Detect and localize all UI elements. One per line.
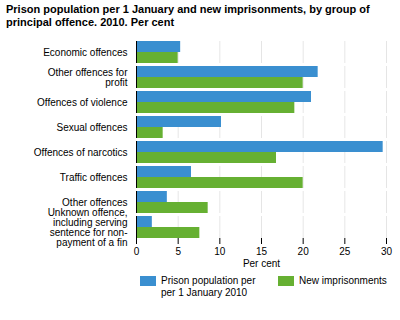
svg-text:10: 10 (214, 246, 226, 257)
svg-text:20: 20 (298, 246, 310, 257)
svg-text:Other offences: Other offences (62, 196, 128, 208)
svg-text:Unknown offence,including serv: Unknown offence,including servingsentenc… (48, 207, 128, 248)
svg-text:5: 5 (175, 246, 181, 257)
svg-text:15: 15 (256, 246, 268, 257)
svg-text:Economic offences: Economic offences (43, 47, 127, 58)
svg-text:Per cent: Per cent (243, 258, 280, 269)
html-text:Prison population per per 1 Ja: Prison population per per 1 January 2010 (161, 275, 256, 298)
svg-text:Offences of violence: Offences of violence (37, 97, 128, 108)
html-text:New imprisonments: New imprisonments (299, 275, 387, 286)
svg-text:0: 0 (134, 246, 140, 257)
svg-text:Sexual offences: Sexual offences (57, 122, 128, 133)
svg-text:Traffic offences: Traffic offences (60, 172, 128, 183)
svg-text:Offences of narcotics: Offences of narcotics (34, 147, 128, 158)
svg-text:30: 30 (381, 246, 393, 257)
html-text:Prison population per 1 Januar: Prison population per 1 January and new … (6, 3, 370, 28)
svg-text:Other offences forprofit: Other offences forprofit (48, 67, 129, 88)
svg-text:25: 25 (339, 246, 351, 257)
